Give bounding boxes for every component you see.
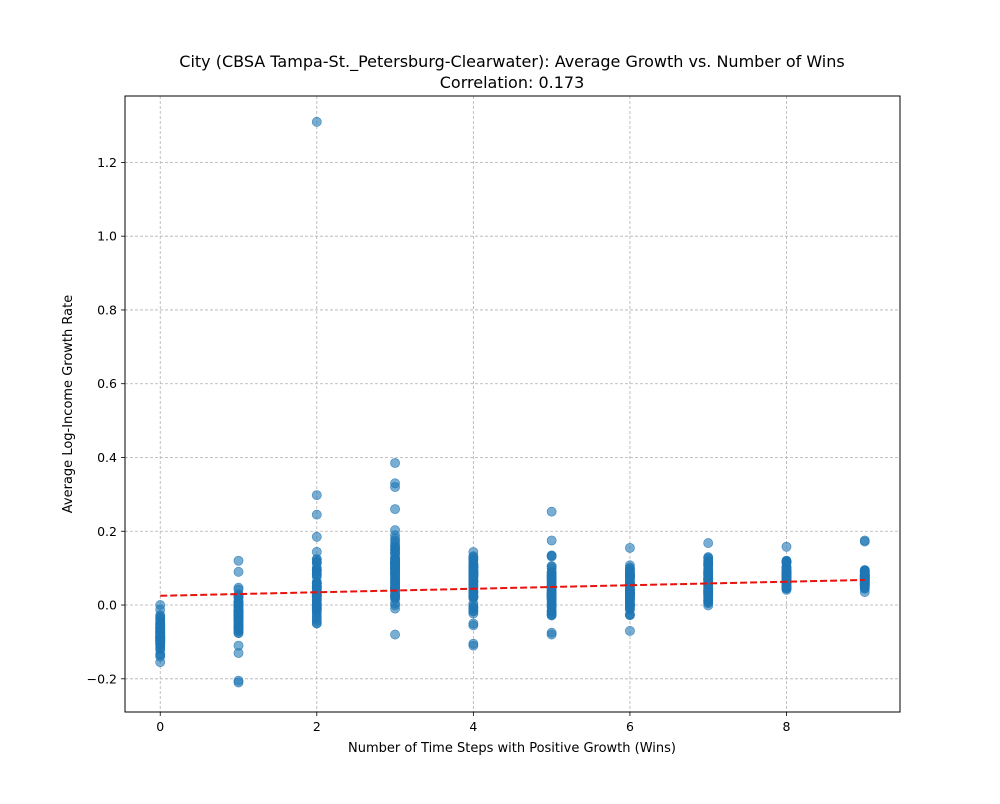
plot-frame [124,95,901,713]
data-point [311,569,322,580]
data-point [390,478,400,489]
data-point [625,625,635,636]
data-point [233,675,244,686]
y-tick-label: 0.4 [97,450,117,465]
data-point [311,618,322,629]
data-point [703,590,714,601]
data-point [390,598,400,609]
points-layer [155,116,870,688]
data-point [546,571,557,582]
y-tick-label: 0.8 [97,302,117,317]
x-tick-label: 0 [156,719,164,734]
data-point [390,629,400,640]
data-point [311,490,322,501]
x-tick-label: 2 [313,719,321,734]
data-point [703,553,714,563]
data-point [311,554,322,565]
data-point [233,555,244,566]
data-point [625,571,635,582]
data-point [859,535,870,546]
data-point [390,564,400,575]
y-tick-label: 0.2 [97,524,117,539]
data-point [155,624,166,634]
data-point [390,545,400,556]
data-point [625,602,635,613]
data-point [546,610,557,621]
data-point [703,570,714,581]
y-tick-label: −0.2 [87,671,117,686]
data-point [781,541,792,552]
data-point [781,581,792,592]
data-point [233,566,244,577]
data-point [625,542,635,553]
data-point [390,580,400,591]
data-point [703,538,714,548]
data-point [468,554,479,565]
data-point [546,627,557,638]
trend-line [160,578,865,597]
y-tick-label: 1.0 [97,229,117,244]
data-point [233,604,244,615]
data-point [155,600,166,610]
data-point [468,638,479,649]
data-point [546,590,557,601]
data-point [311,509,322,520]
chart-subtitle: Correlation: 0.173 [440,73,585,92]
x-tick-label: 6 [626,719,634,734]
data-point [546,535,557,546]
x-tick-label: 4 [469,719,477,734]
data-point [468,618,479,629]
data-point [311,531,322,542]
data-point [390,458,400,468]
y-tick-label: 0.0 [97,598,117,613]
ticks-layer: 0 2 4 6 8 −0.2 0.0 0.2 0.4 0.6 0.8 1.0 1.2 [87,155,791,734]
trend-layer [160,578,865,597]
x-tick-label: 8 [783,719,791,734]
data-point [390,504,400,515]
y-tick-label: 0.6 [97,376,117,391]
data-point [311,116,322,127]
chart-title: City (CBSA Tampa-St._Petersburg-Clearwat… [179,52,844,72]
data-point [233,582,244,593]
data-point [155,651,166,662]
data-point [311,594,322,605]
data-point [546,551,557,562]
x-axis-label: Number of Time Steps with Positive Growt… [348,741,676,756]
grid-layer [125,96,900,712]
data-point [233,640,244,651]
data-point [781,557,792,567]
data-point [311,604,322,615]
data-point [155,611,166,621]
data-point [546,506,557,517]
y-axis-label: Average Log-Income Growth Rate [61,295,76,513]
y-tick-label: 1.2 [97,155,117,170]
data-point [390,525,400,536]
data-point [625,585,635,596]
data-point [468,606,479,617]
